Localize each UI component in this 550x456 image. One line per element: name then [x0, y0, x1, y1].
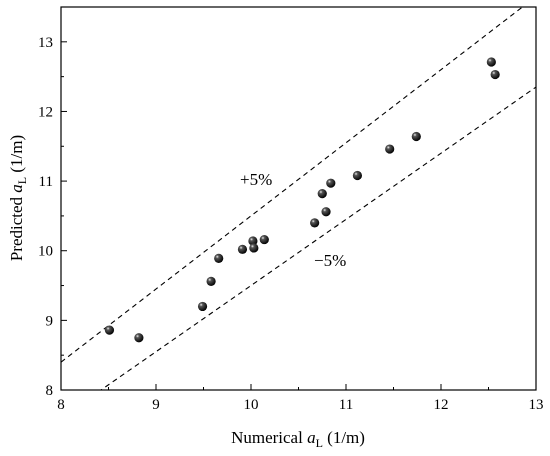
data-point-16 [411, 131, 421, 142]
minus-five-percent-label: −5% [314, 251, 346, 270]
data-points [104, 57, 500, 343]
y-tick-label: 9 [46, 313, 54, 329]
data-point-18 [490, 69, 500, 80]
data-point-10 [310, 218, 320, 228]
x-tick-label: 13 [529, 397, 544, 413]
data-point-5 [214, 253, 224, 263]
y-tick-label: 10 [38, 244, 53, 260]
y-tick-label: 11 [39, 174, 53, 190]
x-axis-title: Numerical aL (1/m) [231, 428, 365, 450]
reference-line-plus-five-percent [61, 7, 524, 363]
reference-line-labels: +5% −5% [240, 170, 346, 270]
reference-line-minus-five-percent [100, 86, 536, 390]
plot-frame [60, 6, 537, 391]
data-point-8 [249, 243, 259, 253]
x-tick-label: 11 [339, 397, 353, 413]
y-tick-label: 13 [38, 35, 53, 51]
y-axis-ticks: 8 9 10 11 12 13 [38, 35, 67, 399]
x-tick-label: 8 [57, 397, 65, 413]
data-point-11 [317, 189, 327, 199]
data-point-4 [206, 276, 216, 286]
reference-lines [61, 7, 536, 390]
y-axis-title: Predicted aL (1/m) [7, 135, 29, 261]
data-point-3 [197, 301, 208, 312]
data-point-1 [104, 325, 115, 335]
data-point-7 [248, 236, 258, 246]
data-point-6 [237, 244, 248, 254]
data-point-14 [352, 170, 362, 181]
plus-five-percent-label: +5% [240, 170, 272, 189]
y-tick-label: 12 [38, 104, 53, 120]
y-tick-label: 8 [46, 383, 54, 399]
data-point-12 [321, 207, 331, 217]
data-point-15 [385, 144, 395, 154]
x-tick-label: 9 [152, 397, 160, 413]
data-point-9 [259, 234, 269, 245]
x-tick-label: 12 [434, 397, 449, 413]
data-point-17 [486, 57, 496, 67]
data-point-2 [134, 333, 144, 343]
x-tick-label: 10 [244, 397, 259, 413]
x-axis-ticks: 8 9 10 11 12 13 [57, 384, 544, 413]
data-point-13 [326, 178, 336, 188]
